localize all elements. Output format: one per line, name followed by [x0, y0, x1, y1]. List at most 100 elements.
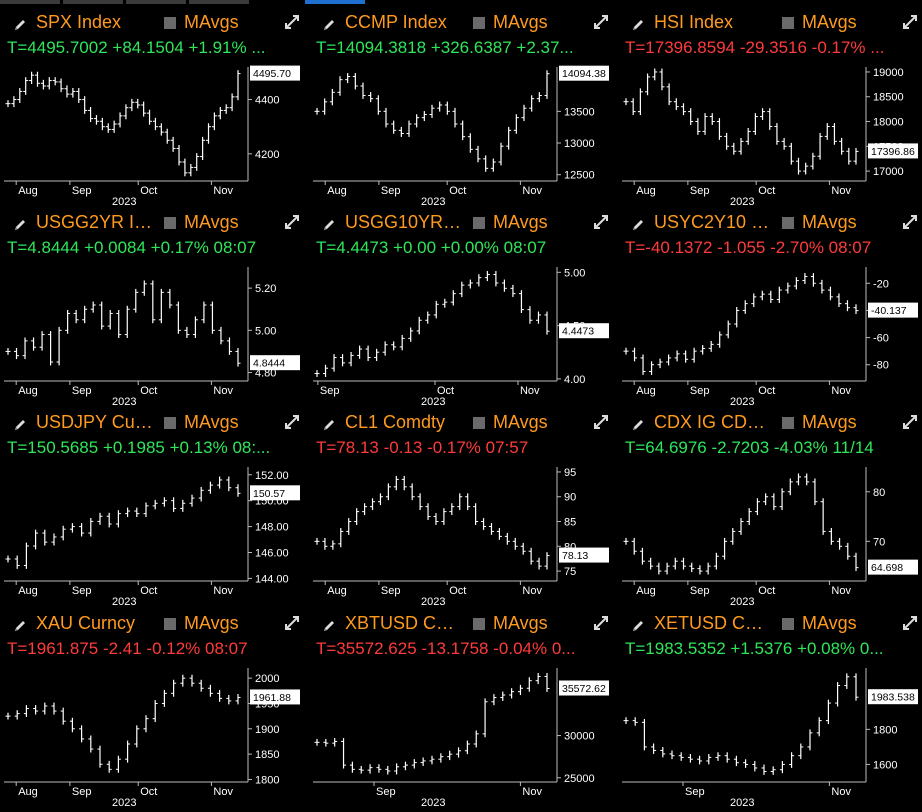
- mavgs-checkbox[interactable]: [473, 17, 485, 29]
- mavgs-label[interactable]: MAvgs: [802, 212, 857, 232]
- mavgs-label[interactable]: MAvgs: [184, 212, 239, 232]
- price-chart[interactable]: 13500 13000 12500 Aug Sep Oct Nov 2023 14094.38: [309, 61, 612, 205]
- panel-header: SPX Index MAvgs: [4, 9, 299, 33]
- panel-header: USGG2YR Index MAvgs: [4, 209, 299, 233]
- ticker-name[interactable]: HSI Index: [654, 12, 734, 32]
- expand-icon[interactable]: [284, 615, 300, 631]
- workspace-tab[interactable]: [63, 0, 123, 4]
- ticker-name[interactable]: CDX IG CDSI GEN 5Y Corp: [654, 412, 772, 432]
- expand-icon[interactable]: [284, 214, 300, 230]
- expand-icon[interactable]: [593, 14, 609, 30]
- panel-header: CL1 Comdty MAvgs: [313, 409, 608, 433]
- quote-line: T=4.4473 +0.00 +0.00% 08:07: [316, 238, 547, 257]
- x-tick-label: Oct: [758, 185, 775, 197]
- pencil-icon[interactable]: [322, 18, 336, 32]
- price-chart[interactable]: 1800 1600 Sep Nov 2023 1983.538: [618, 662, 921, 806]
- expand-icon[interactable]: [902, 414, 918, 430]
- ticker-name[interactable]: USDJPY Curncy: [36, 412, 154, 432]
- mavgs-label[interactable]: MAvgs: [493, 613, 548, 633]
- mavgs-label[interactable]: MAvgs: [184, 12, 239, 32]
- y-tick-label: 85: [564, 517, 576, 529]
- ticker-name[interactable]: USYC2Y10 Index: [654, 212, 772, 232]
- chart-panel: XAU Curncy MAvgs T=1961.875 -2.41 -0.12%…: [0, 606, 303, 806]
- workspace-tab-active[interactable]: [305, 0, 365, 4]
- pencil-icon[interactable]: [13, 218, 27, 232]
- mavgs-checkbox[interactable]: [164, 217, 176, 229]
- last-price-label: -40.137: [871, 305, 907, 317]
- y-tick-label: 5.20: [255, 283, 276, 295]
- pencil-icon[interactable]: [13, 619, 27, 633]
- pencil-icon[interactable]: [13, 18, 27, 32]
- pencil-icon[interactable]: [631, 18, 645, 32]
- x-tick-label: Oct: [140, 585, 157, 597]
- mavgs-label[interactable]: MAvgs: [184, 412, 239, 432]
- year-label: 2023: [730, 196, 754, 205]
- pencil-icon[interactable]: [322, 218, 336, 232]
- expand-icon[interactable]: [593, 214, 609, 230]
- year-label: 2023: [112, 196, 136, 205]
- mavgs-checkbox[interactable]: [473, 217, 485, 229]
- price-chart[interactable]: 4400 4200 Aug Sep Oct Nov 2023 4495.70: [0, 61, 303, 205]
- mavgs-label[interactable]: MAvgs: [493, 12, 548, 32]
- mavgs-label[interactable]: MAvgs: [493, 212, 548, 232]
- expand-icon[interactable]: [593, 615, 609, 631]
- mavgs-checkbox[interactable]: [473, 618, 485, 630]
- ticker-name[interactable]: CCMP Index: [345, 12, 447, 32]
- chart-panel: USDJPY Curncy MAvgs T=150.5685 +0.1985 +…: [0, 405, 303, 605]
- workspace-tab[interactable]: [126, 0, 186, 4]
- expand-icon[interactable]: [902, 615, 918, 631]
- mavgs-checkbox[interactable]: [164, 618, 176, 630]
- workspace-tab[interactable]: [189, 0, 249, 4]
- x-tick-label: Aug: [636, 385, 656, 397]
- pencil-icon[interactable]: [322, 619, 336, 633]
- ticker-name[interactable]: CL1 Comdty: [345, 412, 446, 432]
- mavgs-checkbox[interactable]: [164, 17, 176, 29]
- ticker-name[interactable]: USGG10YR Index: [345, 212, 463, 232]
- mavgs-checkbox[interactable]: [782, 417, 794, 429]
- last-price-label: 1961.88: [253, 692, 291, 704]
- mavgs-checkbox[interactable]: [782, 618, 794, 630]
- mavgs-label[interactable]: MAvgs: [802, 412, 857, 432]
- ticker-name[interactable]: XETUSD Curncy: [654, 613, 772, 633]
- mavgs-label[interactable]: MAvgs: [802, 613, 857, 633]
- year-label: 2023: [730, 396, 754, 405]
- mavgs-label[interactable]: MAvgs: [184, 613, 239, 633]
- mavgs-checkbox[interactable]: [473, 417, 485, 429]
- pencil-icon[interactable]: [631, 619, 645, 633]
- price-chart[interactable]: 1900018500180001750017000AugSepOctNov202…: [618, 61, 921, 205]
- ticker-name[interactable]: XBTUSD Curncy: [345, 613, 463, 633]
- expand-icon[interactable]: [902, 14, 918, 30]
- quote-line: T=17396.8594 -29.3516 -0.17% ...: [625, 38, 885, 57]
- mavgs-checkbox[interactable]: [164, 417, 176, 429]
- ticker-name[interactable]: SPX Index: [36, 12, 122, 32]
- mavgs-label[interactable]: MAvgs: [493, 412, 548, 432]
- price-series: [623, 68, 859, 175]
- mavgs-checkbox[interactable]: [782, 17, 794, 29]
- price-chart[interactable]: 80 70 Aug Sep Oct Nov 2023 64.698: [618, 461, 921, 605]
- price-chart[interactable]: 5.20 5.00 4.80 Aug Sep Oct Nov 2023 4.8444: [0, 261, 303, 405]
- expand-icon[interactable]: [284, 14, 300, 30]
- expand-icon[interactable]: [902, 214, 918, 230]
- mavgs-label[interactable]: MAvgs: [802, 12, 857, 32]
- last-price-label: 17396.86: [871, 146, 915, 158]
- panel-header: USYC2Y10 Index MAvgs: [622, 209, 917, 233]
- workspace-tab[interactable]: [0, 0, 60, 4]
- pencil-icon[interactable]: [322, 418, 336, 432]
- pencil-icon[interactable]: [631, 218, 645, 232]
- expand-icon[interactable]: [593, 414, 609, 430]
- ticker-name[interactable]: XAU Curncy: [36, 613, 136, 633]
- quote-line: T=4.8444 +0.0084 +0.17% 08:07: [7, 238, 257, 257]
- expand-icon[interactable]: [284, 414, 300, 430]
- pencil-icon[interactable]: [13, 418, 27, 432]
- ticker-name[interactable]: USGG2YR Index: [36, 212, 154, 232]
- y-tick-label: 1900: [255, 724, 279, 736]
- mavgs-checkbox[interactable]: [782, 217, 794, 229]
- pencil-icon[interactable]: [631, 418, 645, 432]
- x-tick-label: Nov: [213, 585, 233, 597]
- price-chart[interactable]: 30000 25000 Sep Nov 2023 35572.62: [309, 662, 612, 806]
